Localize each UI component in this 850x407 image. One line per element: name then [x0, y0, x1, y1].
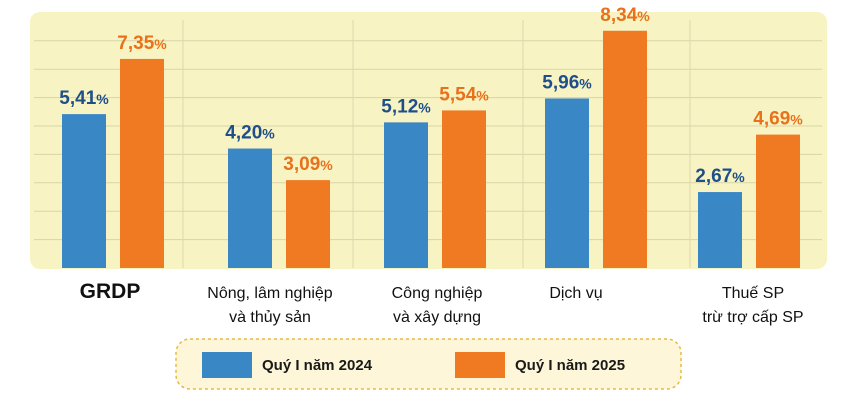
value-labels: 5,41% 4,20% 5,12% 5,96% 2,67% 7,35% 3,09% 5,54%… — [59, 5, 803, 187]
category-label: Thuế SP — [722, 285, 784, 302]
percent-sign: % — [154, 36, 167, 52]
percent-sign: % — [637, 8, 650, 24]
percent-sign: % — [418, 99, 431, 115]
percent-sign: % — [96, 91, 109, 107]
bar-2024-3 — [545, 98, 589, 269]
percent-sign: % — [262, 126, 275, 142]
percent-sign: % — [790, 112, 803, 128]
legend-label-2025: Quý I năm 2025 — [515, 357, 625, 374]
category-label: Nông, lâm nghiệp — [207, 285, 333, 302]
bar-2024-0 — [62, 114, 106, 268]
legend-swatch-2025 — [455, 352, 505, 378]
bar-2025-1 — [286, 180, 330, 268]
category-label: và xây dựng — [393, 309, 481, 326]
data-label: 8,34% — [600, 5, 650, 26]
data-label: 2,67% — [695, 166, 745, 187]
category-label: và thủy sản — [229, 309, 311, 326]
data-label: 5,96% — [542, 72, 592, 93]
category-labels: GRDP Nông, lâm nghiệp và thủy sản Công nghi… — [80, 280, 804, 326]
legend: Quý I năm 2024 Quý I năm 2025 — [175, 338, 682, 390]
percent-sign: % — [579, 75, 592, 91]
legend-box — [175, 338, 682, 390]
bars — [62, 30, 800, 269]
bar-2024-1 — [228, 148, 272, 268]
bar-2024-2 — [384, 122, 428, 268]
data-label: 7,35% — [117, 33, 167, 54]
percent-sign: % — [476, 87, 489, 103]
data-label: 5,41% — [59, 88, 109, 109]
bar-2025-4 — [756, 134, 800, 268]
data-label: 5,12% — [381, 96, 431, 117]
data-label: 4,20% — [225, 123, 275, 144]
data-label: 5,54% — [439, 84, 489, 105]
percent-sign: % — [732, 169, 745, 185]
category-label: trừ trợ cấp SP — [702, 309, 803, 326]
data-label: 4,69% — [753, 109, 803, 130]
category-label: GRDP — [80, 280, 141, 303]
category-label: Công nghiệp — [392, 285, 483, 302]
data-label: 3,09% — [283, 154, 333, 175]
bar-2025-0 — [120, 58, 164, 268]
category-label: Dịch vụ — [549, 285, 602, 302]
percent-sign: % — [320, 157, 333, 173]
bar-2024-4 — [698, 192, 742, 268]
legend-label-2024: Quý I năm 2024 — [262, 357, 373, 374]
bar-2025-2 — [442, 110, 486, 268]
bar-2025-3 — [603, 30, 647, 269]
legend-swatch-2024 — [202, 352, 252, 378]
